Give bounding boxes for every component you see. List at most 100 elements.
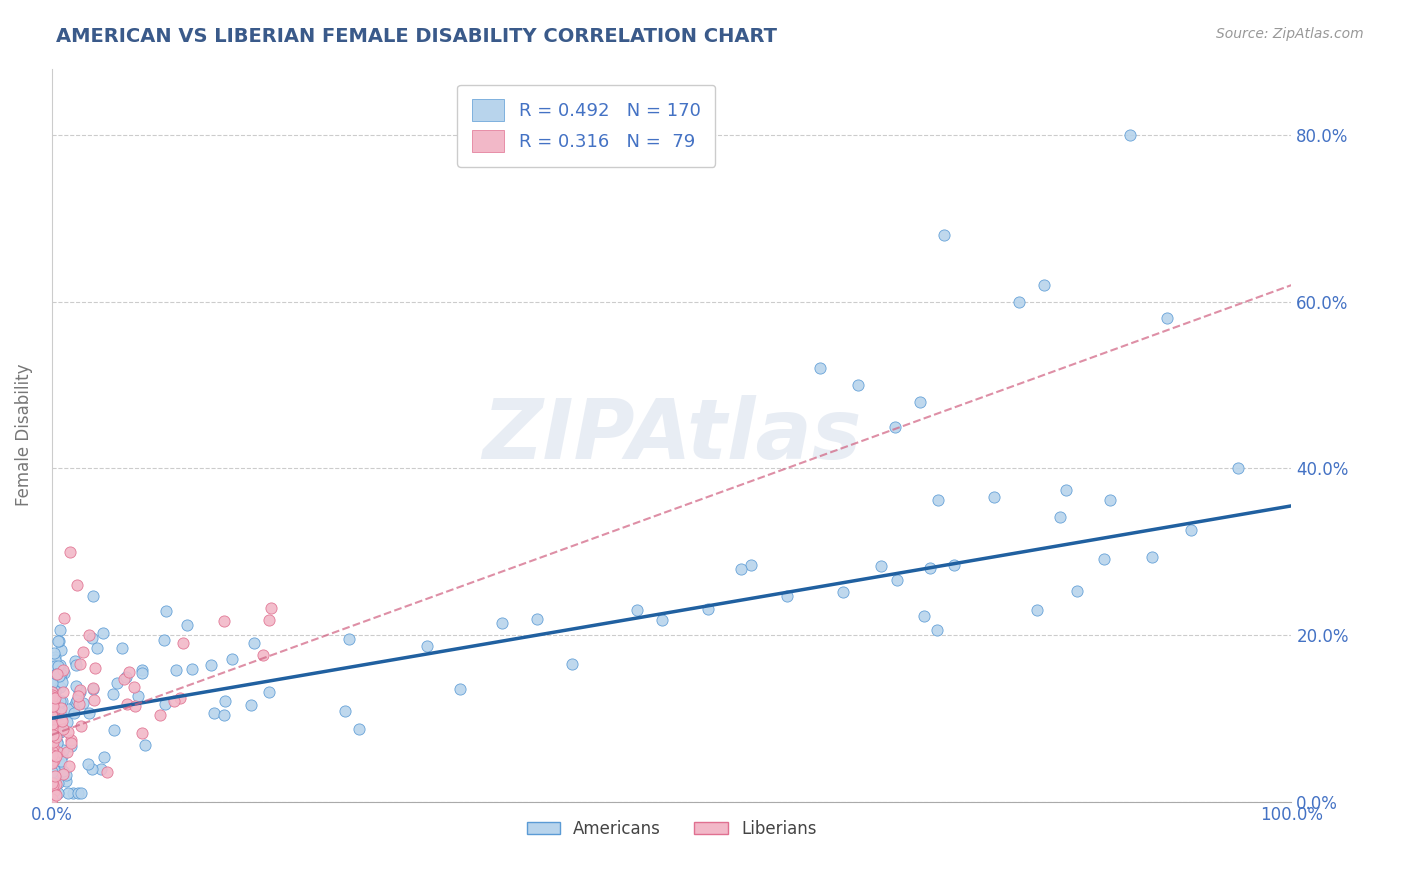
Point: [449, 681, 471, 696]
Point: [69, 657, 91, 671]
Point: [42, 762, 65, 776]
Point: [66, 689, 89, 703]
Point: [41, 770, 63, 784]
Point: [83, 693, 105, 707]
Point: [48, 696, 70, 710]
Point: [49, 725, 72, 739]
Point: [115, 670, 138, 684]
Point: [93, 750, 115, 764]
Point: [46, 745, 69, 759]
Point: [181, 662, 204, 676]
Point: [48, 702, 70, 716]
Point: [62, 786, 84, 800]
Point: [149, 708, 172, 723]
Point: [908, 394, 931, 409]
Point: [69, 684, 91, 698]
Point: [172, 636, 194, 650]
Point: [165, 663, 187, 677]
Point: [41, 662, 63, 676]
Point: [49, 754, 72, 768]
Point: [86, 640, 108, 655]
Point: [51, 675, 73, 690]
Point: [44, 653, 66, 667]
Point: [869, 559, 891, 574]
Point: [221, 652, 243, 666]
Point: [41, 674, 63, 689]
Point: [41, 760, 63, 774]
Point: [44, 783, 66, 797]
Point: [46, 736, 69, 750]
Point: [41, 756, 63, 770]
Point: [90, 762, 112, 776]
Point: [257, 614, 280, 628]
Point: [240, 698, 263, 713]
Point: [45, 777, 67, 791]
Point: [72, 645, 94, 659]
Point: [41, 751, 63, 765]
Point: [260, 601, 283, 615]
Point: [131, 726, 153, 740]
Point: [1092, 552, 1115, 566]
Point: [41, 755, 63, 769]
Point: [942, 558, 965, 572]
Point: [169, 691, 191, 706]
Point: [252, 648, 274, 662]
Point: [41, 776, 63, 790]
Point: [124, 698, 146, 713]
Point: [65, 679, 87, 693]
Point: [52, 722, 75, 736]
Point: [41, 695, 63, 709]
Point: [42, 723, 65, 738]
Point: [51, 694, 73, 708]
Point: [59, 739, 82, 753]
Point: [242, 636, 264, 650]
Point: [415, 639, 437, 653]
Point: [49, 669, 72, 683]
Point: [41, 729, 63, 743]
Point: [42, 719, 65, 733]
Point: [105, 676, 128, 690]
Point: [42, 694, 65, 708]
Point: [82, 589, 104, 603]
Point: [730, 562, 752, 576]
Text: ZIPAtlas: ZIPAtlas: [482, 394, 862, 475]
Point: [52, 764, 75, 778]
Point: [48, 634, 70, 648]
Point: [41, 719, 63, 733]
Point: [41, 746, 63, 760]
Point: [42, 690, 65, 705]
Point: [66, 786, 89, 800]
Point: [48, 669, 70, 683]
Point: [934, 228, 956, 243]
Point: [46, 667, 69, 681]
Point: [1226, 460, 1249, 475]
Point: [41, 744, 63, 758]
Point: [118, 665, 141, 679]
Point: [51, 712, 73, 726]
Point: [82, 681, 104, 695]
Point: [122, 680, 145, 694]
Point: [740, 558, 762, 573]
Point: [1119, 128, 1142, 143]
Point: [41, 720, 63, 734]
Point: [56, 725, 79, 739]
Point: [51, 748, 73, 763]
Point: [115, 697, 138, 711]
Point: [212, 707, 235, 722]
Point: [808, 361, 831, 376]
Point: [41, 747, 63, 761]
Point: [1026, 603, 1049, 617]
Point: [82, 682, 104, 697]
Point: [42, 753, 65, 767]
Point: [832, 585, 855, 599]
Point: [44, 721, 66, 735]
Point: [41, 698, 63, 713]
Point: [66, 693, 89, 707]
Point: [41, 733, 63, 747]
Point: [41, 676, 63, 690]
Point: [42, 740, 65, 755]
Point: [103, 723, 125, 737]
Point: [337, 632, 360, 646]
Point: [44, 733, 66, 747]
Point: [347, 722, 370, 736]
